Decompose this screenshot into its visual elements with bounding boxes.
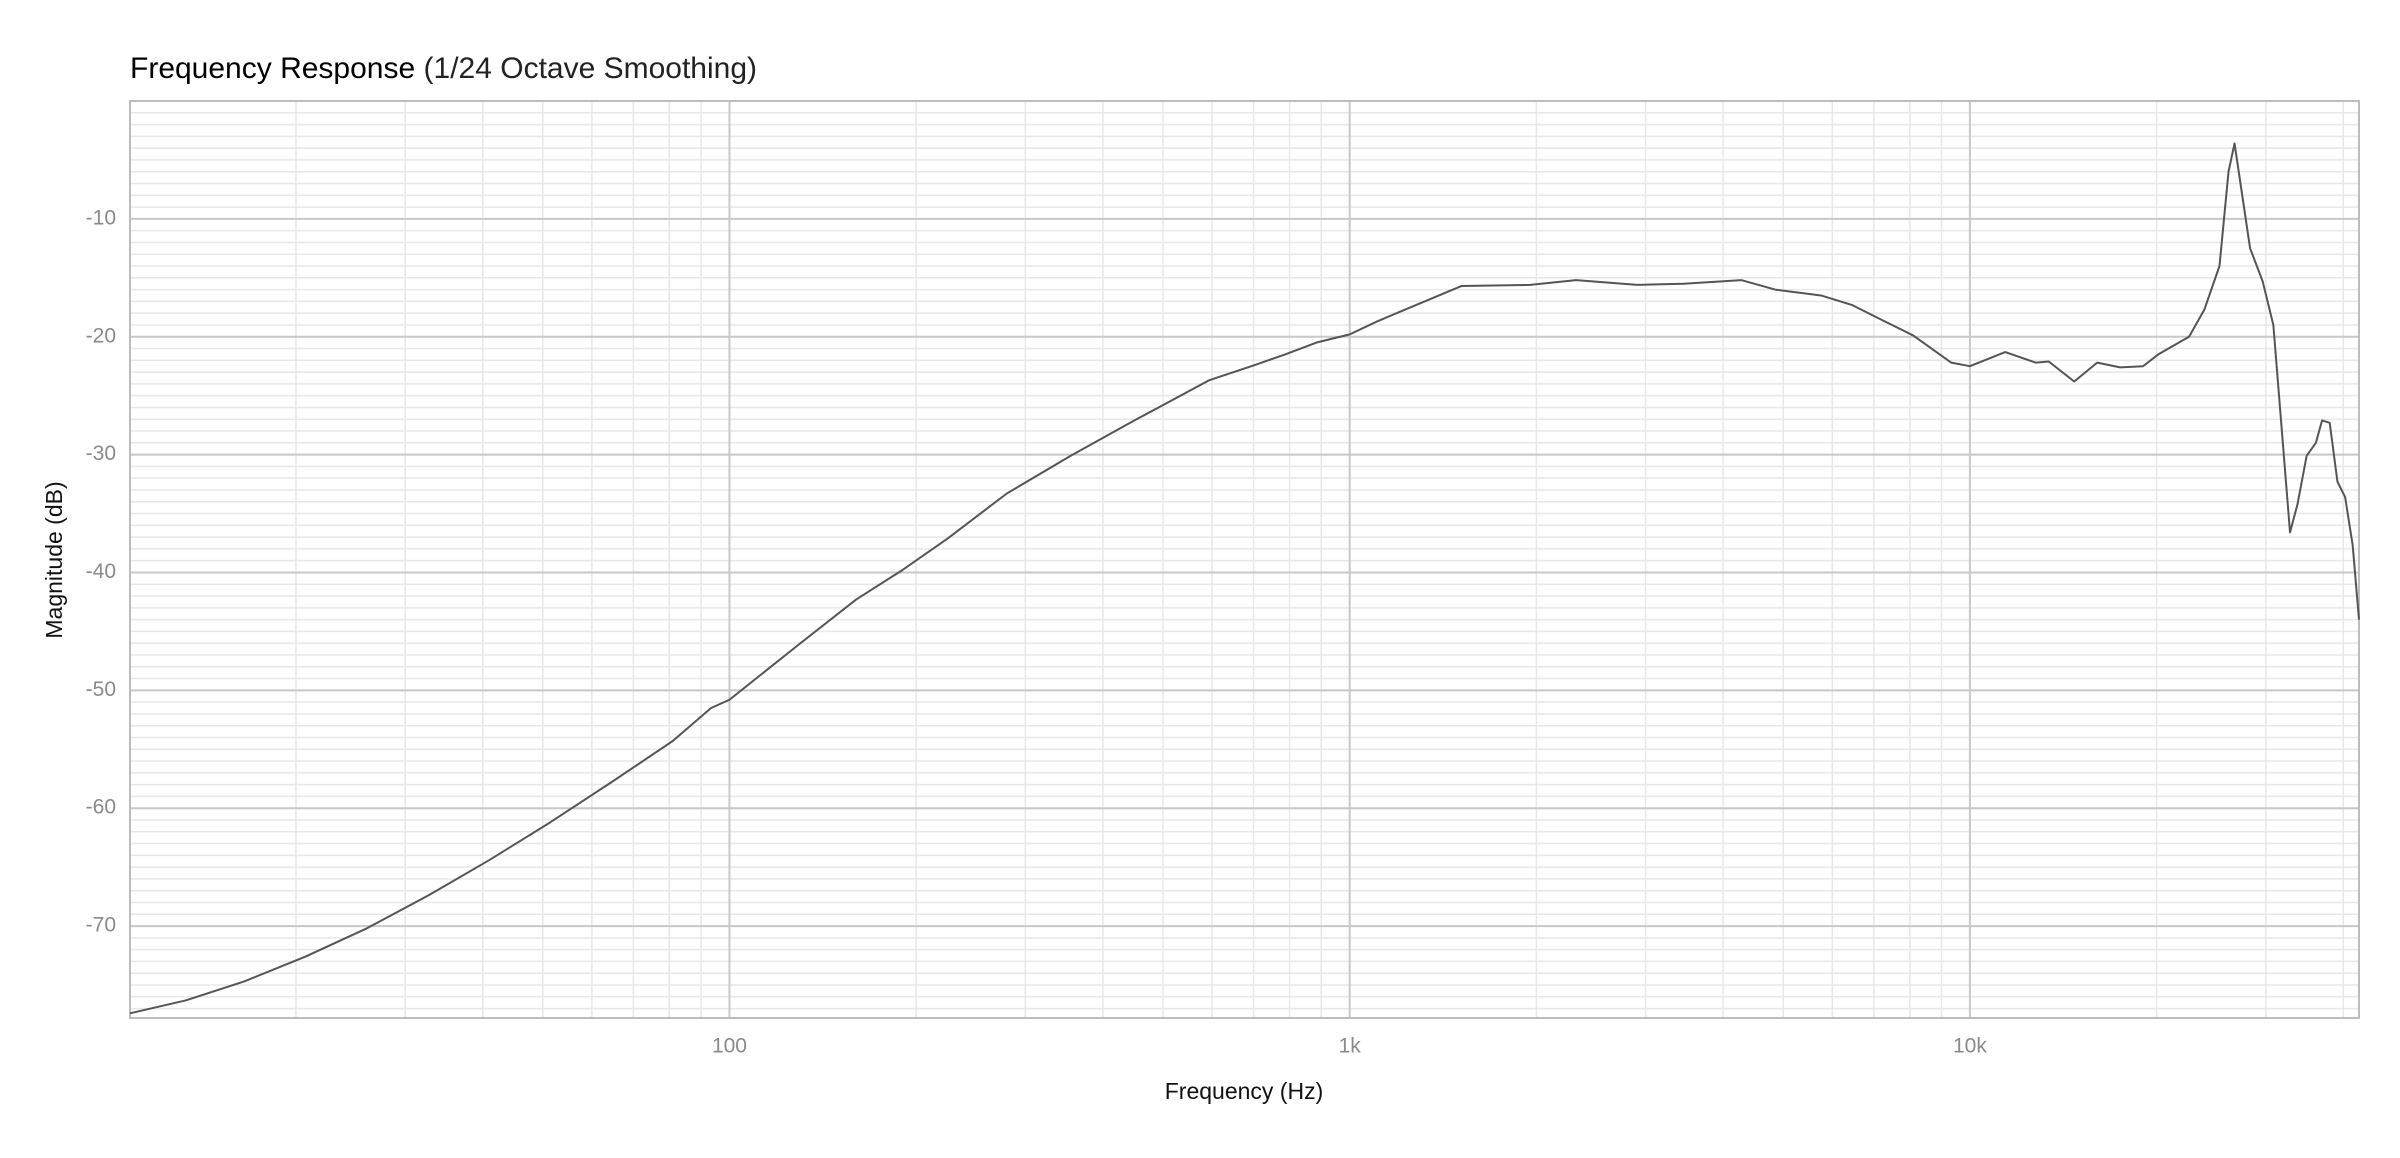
plot-border bbox=[129, 100, 2360, 1019]
y-tick-label: -70 bbox=[86, 914, 116, 937]
x-tick-label: 100 bbox=[712, 1035, 747, 1058]
grid: -70 -60 -50 -40 -30 -20 -10 100 1k 10k bbox=[86, 100, 2360, 1058]
x-axis-label: Frequency (Hz) bbox=[1165, 1078, 1323, 1104]
y-tick-label: -60 bbox=[86, 796, 116, 819]
x-tick-label: 1k bbox=[1339, 1035, 1362, 1058]
chart-title: Frequency Response bbox=[130, 52, 415, 85]
y-tick-label: -50 bbox=[86, 678, 116, 701]
x-tick-label: 10k bbox=[1953, 1035, 1987, 1058]
response-line bbox=[129, 142, 2360, 1015]
y-axis-label: Magnitude (dB) bbox=[41, 481, 67, 638]
y-tick-label: -30 bbox=[86, 442, 116, 465]
y-tick-label: -40 bbox=[86, 560, 116, 583]
y-tick-label: -10 bbox=[86, 206, 116, 229]
y-tick-label: -20 bbox=[86, 324, 116, 347]
chart-heading: Frequency Response (1/24 Octave Smoothin… bbox=[130, 52, 757, 85]
plot bbox=[129, 142, 2360, 1015]
chart-subtitle: (1/24 Octave Smoothing) bbox=[424, 52, 758, 85]
